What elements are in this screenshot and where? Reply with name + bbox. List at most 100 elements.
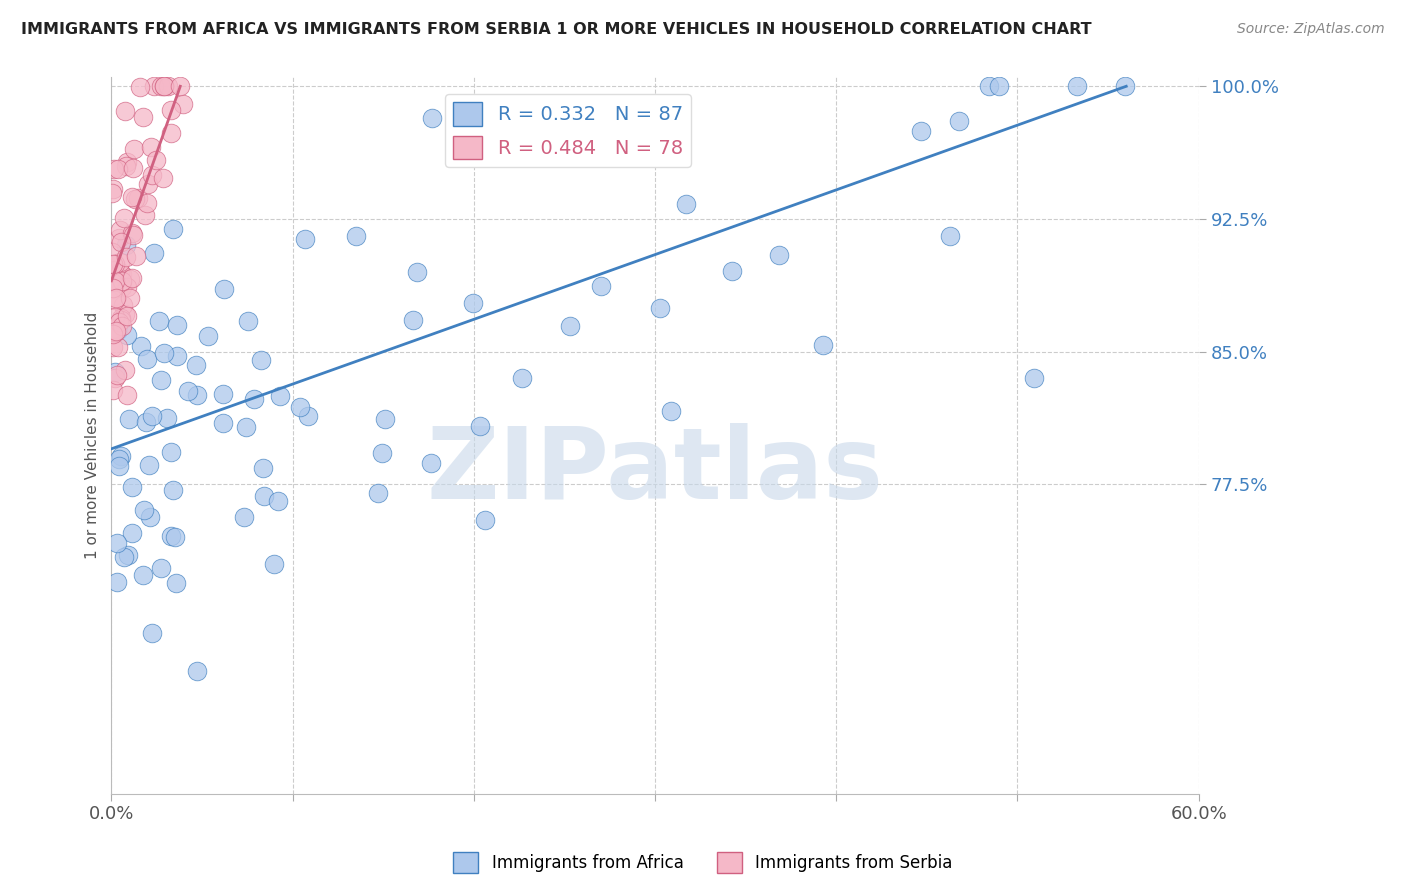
Point [165, 576, 187, 591]
Point [420, 456, 443, 470]
Point [141, 140, 163, 154]
Point [142, 79, 165, 94]
Point [1024, 370, 1046, 384]
Point [104, 273, 127, 287]
Text: Source: ZipAtlas.com: Source: ZipAtlas.com [1237, 22, 1385, 37]
Point [266, 494, 288, 508]
Point [675, 196, 697, 211]
Point [110, 265, 132, 279]
Point [136, 195, 159, 210]
Point [269, 389, 291, 403]
Point [263, 557, 285, 571]
Point [117, 155, 139, 169]
Point [121, 271, 143, 285]
Point [212, 282, 235, 296]
Point [108, 255, 131, 269]
Point [141, 409, 163, 423]
Point [235, 419, 257, 434]
Point [402, 313, 425, 327]
Point [120, 272, 142, 286]
Point [948, 114, 970, 128]
Point [121, 228, 143, 243]
Point [768, 248, 790, 262]
Point [134, 503, 156, 517]
Point [101, 182, 124, 196]
Point [118, 411, 141, 425]
Point [165, 530, 187, 544]
Point [420, 111, 443, 125]
Point [101, 322, 124, 336]
Point [160, 103, 183, 118]
Point [104, 371, 127, 385]
Point [117, 280, 139, 294]
Point [121, 227, 143, 241]
Point [105, 535, 128, 549]
Point [160, 529, 183, 543]
Point [233, 510, 256, 524]
Point [162, 483, 184, 498]
Point [212, 386, 235, 401]
Point [115, 388, 138, 402]
Point [186, 388, 208, 402]
Text: ZIPatlas: ZIPatlas [426, 423, 883, 520]
Point [153, 79, 176, 94]
Point [166, 349, 188, 363]
Point [110, 311, 132, 326]
Point [141, 625, 163, 640]
Point [150, 79, 173, 94]
Point [103, 257, 125, 271]
Point [129, 339, 152, 353]
Point [124, 192, 146, 206]
Point [107, 323, 129, 337]
Point [111, 298, 134, 312]
Point [510, 371, 533, 385]
Point [288, 400, 311, 414]
Point [236, 314, 259, 328]
Point [112, 211, 135, 225]
Point [127, 191, 149, 205]
Point [114, 363, 136, 377]
Point [132, 567, 155, 582]
Point [150, 560, 173, 574]
Point [939, 229, 962, 244]
Point [145, 153, 167, 167]
Point [153, 346, 176, 360]
Point [104, 274, 127, 288]
Point [153, 79, 176, 94]
Point [101, 275, 124, 289]
Point [297, 409, 319, 423]
Point [160, 444, 183, 458]
Point [107, 458, 129, 473]
Point [374, 411, 396, 425]
Point [344, 229, 367, 244]
Point [141, 168, 163, 182]
Point [111, 280, 134, 294]
Point [157, 79, 180, 94]
Y-axis label: 1 or more Vehicles in Household: 1 or more Vehicles in Household [86, 312, 100, 559]
Point [103, 288, 125, 302]
Point [115, 327, 138, 342]
Point [591, 279, 613, 293]
Point [104, 291, 127, 305]
Point [117, 548, 139, 562]
Point [461, 296, 484, 310]
Point [367, 486, 389, 500]
Point [172, 96, 194, 111]
Point [659, 404, 682, 418]
Point [177, 384, 200, 399]
Point [107, 340, 129, 354]
Point [101, 383, 124, 397]
Point [110, 449, 132, 463]
Point [101, 326, 124, 341]
Point [197, 329, 219, 343]
Point [121, 161, 143, 175]
Point [134, 208, 156, 222]
Point [101, 340, 124, 354]
Point [212, 417, 235, 431]
Point [132, 110, 155, 124]
Point [101, 324, 124, 338]
Point [720, 264, 742, 278]
Point [149, 374, 172, 388]
Point [104, 325, 127, 339]
Point [110, 267, 132, 281]
